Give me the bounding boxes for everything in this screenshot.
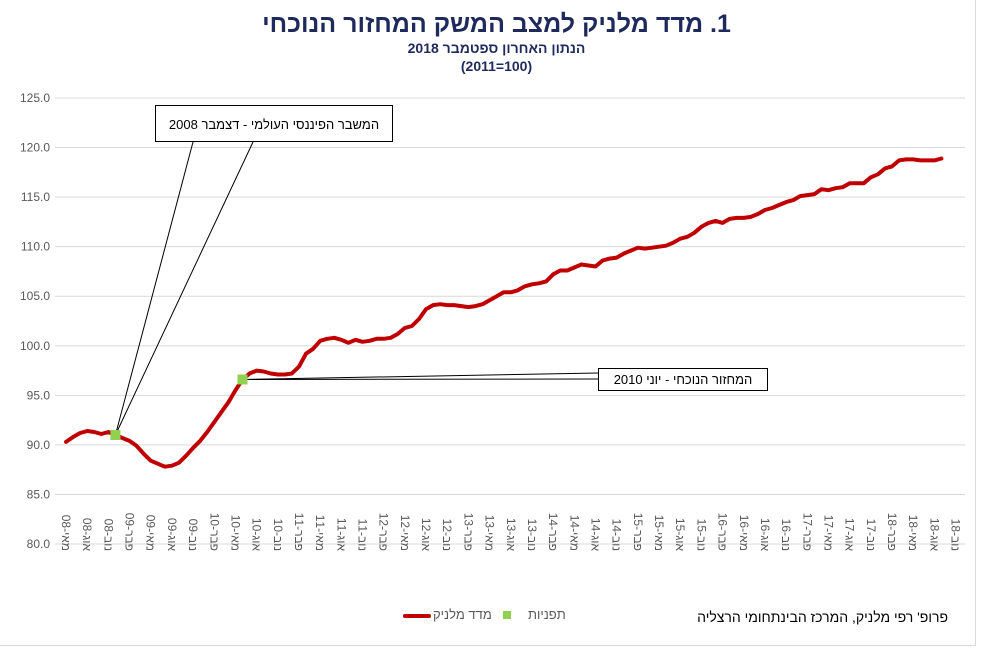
x-tick-label: מאי-18 <box>906 515 920 551</box>
x-tick-label: נוב-12 <box>440 519 454 551</box>
series-line-melnick-index <box>64 156 944 469</box>
x-tick-label: אוג-09 <box>165 518 179 552</box>
legend-label-turning-points: תפניות <box>528 607 566 622</box>
x-tick-label: מאי-14 <box>567 515 581 551</box>
y-tick-label: 85.0 <box>27 487 51 501</box>
turning-point-marker <box>237 374 248 385</box>
annotation-financial-crisis: המשבר הפיננסי העולמי - דצמבר 2008 <box>155 105 393 142</box>
x-tick-label: אוג-14 <box>589 518 603 552</box>
chart-base-note: (100=2011) <box>460 58 533 74</box>
x-tick-label: אוג-11 <box>334 518 348 552</box>
x-tick-label: מאי-12 <box>398 515 412 551</box>
x-tick-label: מאי-15 <box>652 515 666 551</box>
legend-line-swatch <box>403 614 431 618</box>
chart-frame <box>0 0 976 646</box>
x-tick-label: מאי-16 <box>737 515 751 551</box>
x-tick-label: אוג-16 <box>758 518 772 552</box>
x-tick-label: נוב-14 <box>610 519 624 551</box>
x-tick-label: נוב-08 <box>101 519 115 551</box>
x-tick-label: מאי-08 <box>59 515 73 551</box>
x-tick-label: נוב-11 <box>356 519 370 551</box>
x-tick-label: אוג-10 <box>250 518 264 552</box>
y-tick-label: 120.0 <box>20 141 50 155</box>
y-tick-label: 110.0 <box>21 240 50 254</box>
source-credit: פרופ' רפי מלניק, המרכז הבינתחומי הרצליה <box>697 609 948 625</box>
x-tick-label: נוב-09 <box>186 519 200 551</box>
turning-point-marker <box>110 429 121 440</box>
x-tick-label: פבר-13 <box>461 513 475 551</box>
x-tick-label: אוג-17 <box>843 518 857 552</box>
x-tick-label: מאי-11 <box>313 515 327 551</box>
y-tick-label: 90.0 <box>27 438 51 452</box>
y-tick-label: 115.0 <box>21 190 50 204</box>
x-tick-label: אוג-13 <box>504 518 518 552</box>
y-tick-label: 125.0 <box>20 91 50 105</box>
x-tick-label: פבר-16 <box>716 513 730 551</box>
x-tick-label: פבר-09 <box>123 513 137 551</box>
x-tick-label: פבר-18 <box>885 513 899 551</box>
x-tick-label: פבר-10 <box>207 513 221 551</box>
x-tick-label: אוג-18 <box>927 518 941 552</box>
chart-subtitle: הנתון האחרון ספטמבר 2018 <box>407 40 586 56</box>
y-tick-label: 80.0 <box>27 537 51 551</box>
annotation-current-cycle: המחזור הנוכחי - יוני 2010 <box>598 368 768 391</box>
legend-marker-swatch <box>503 611 511 619</box>
x-tick-label: נוב-16 <box>779 519 793 551</box>
annotation-leader-line <box>114 141 254 436</box>
legend-label-melnick-index: מדד מלניק <box>433 607 492 622</box>
y-tick-label: 95.0 <box>27 388 51 402</box>
x-tick-label: פבר-11 <box>292 513 306 551</box>
x-tick-label: מאי-09 <box>144 515 158 551</box>
x-tick-label: מאי-17 <box>821 515 835 551</box>
x-tick-label: נוב-13 <box>525 519 539 551</box>
chart-title: 1. מדד מלניק למצב המשק המחזור הנוכחי <box>262 10 731 38</box>
x-tick-label: פבר-14 <box>546 513 560 551</box>
x-tick-label: פבר-15 <box>631 513 645 551</box>
x-tick-label: אוג-12 <box>419 518 433 552</box>
y-tick-label: 105.0 <box>20 289 50 303</box>
annotation-leader-line <box>114 141 194 436</box>
x-tick-label: אוג-08 <box>80 518 94 552</box>
x-tick-label: אוג-15 <box>673 518 687 552</box>
x-tick-label: פבר-17 <box>800 513 814 551</box>
x-tick-label: מאי-10 <box>228 515 242 551</box>
x-tick-label: נוב-18 <box>949 519 963 551</box>
x-tick-label: מאי-13 <box>483 515 497 551</box>
x-tick-label: פבר-12 <box>377 513 391 551</box>
y-tick-label: 100.0 <box>20 339 50 353</box>
x-tick-label: נוב-17 <box>864 519 878 551</box>
x-tick-label: נוב-10 <box>271 519 285 551</box>
annotation-leader-line <box>242 372 599 380</box>
x-tick-label: נוב-15 <box>694 519 708 551</box>
